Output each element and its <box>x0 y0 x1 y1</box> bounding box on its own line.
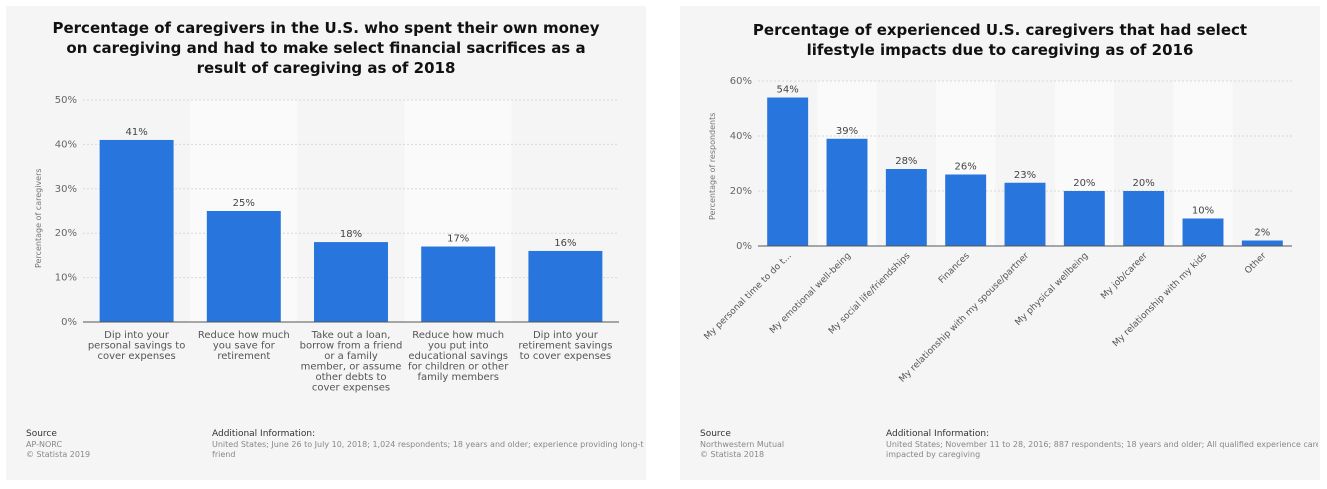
copyright-line: © Statista 2019 <box>26 450 91 459</box>
bar <box>421 246 496 322</box>
chart-panel-right: Percentage of experienced U.S. caregiver… <box>680 6 1320 480</box>
y-tick-label: 40% <box>730 131 752 142</box>
chart-title: Percentage of caregivers in the U.S. who… <box>52 19 600 77</box>
data-label: 18% <box>340 229 362 240</box>
bar <box>1182 218 1224 246</box>
data-label: 20% <box>1073 178 1095 189</box>
bar <box>1123 191 1165 246</box>
y-tick-label: 0% <box>736 241 752 252</box>
bar <box>1063 191 1105 246</box>
bar <box>99 139 174 322</box>
x-tick-label-line: you put into <box>428 341 489 352</box>
bar-chart-right: 0% 20% 40% 60% 54% 39% 28% 26% 23% 20% 20% 10% 2% My … <box>703 76 1292 385</box>
y-tick-label: 10% <box>55 273 77 284</box>
bar <box>206 211 281 322</box>
additional-info-line: friend <box>212 450 236 459</box>
additional-info-heading: Additional Information: <box>212 429 316 439</box>
additional-info-line: impacted by caregiving <box>886 450 981 459</box>
x-tick-label-line: personal savings to <box>88 341 186 352</box>
bar <box>945 174 987 246</box>
x-tick-label: My relationship with my kids <box>1111 251 1209 349</box>
x-tick-label-line: member, or assume <box>301 362 402 373</box>
x-tick-label-line: you save for <box>213 341 276 352</box>
chart-title: Percentage of experienced U.S. caregiver… <box>752 21 1248 59</box>
additional-info-block: Additional Information: United States; N… <box>886 428 1318 460</box>
x-tick-label-line: to cover expenses <box>520 351 612 362</box>
x-tick-label: Reduce how much you put into educational s… <box>408 330 509 383</box>
data-label: 25% <box>233 198 255 209</box>
bar <box>826 138 868 246</box>
source-block: Source Northwestern Mutual © Statista 20… <box>700 428 784 460</box>
chart-panel-left: Percentage of caregivers in the U.S. who… <box>6 6 646 480</box>
bar <box>885 169 927 246</box>
data-label: 28% <box>895 156 917 167</box>
data-label: 26% <box>955 162 977 173</box>
x-tick-label-line: family members <box>417 372 499 383</box>
y-tick-label: 20% <box>730 186 752 197</box>
bar <box>528 250 603 322</box>
x-tick-label-line: Dip into your <box>533 330 599 341</box>
x-tick-label: My relationship with my spouse/partner <box>898 251 1032 385</box>
x-tick-label-line: for children or other <box>408 362 509 373</box>
x-tick-label: My job/career <box>1099 251 1150 302</box>
bar <box>1241 240 1283 246</box>
y-tick-label: 0% <box>61 317 77 328</box>
x-tick-label-line: cover expenses <box>312 383 390 394</box>
x-tick-label-line: Reduce how much <box>198 330 290 341</box>
data-label: 20% <box>1133 178 1155 189</box>
source-heading: Source <box>26 429 57 439</box>
data-label: 17% <box>447 234 469 245</box>
x-tick-label: Dip into your retirement savings to cover … <box>518 330 612 362</box>
category-band <box>1232 81 1292 246</box>
source-heading: Source <box>700 429 731 439</box>
source-block: Source AP-NORC © Statista 2019 <box>26 428 90 460</box>
x-tick-label-line: retirement <box>217 351 270 362</box>
x-tick-label-line: or a family <box>324 351 378 362</box>
x-tick-label-line: Dip into your <box>104 330 170 341</box>
y-tick-label: 30% <box>55 184 77 195</box>
data-label: 10% <box>1192 206 1214 217</box>
data-label: 41% <box>125 127 147 138</box>
source-line: Northwestern Mutual <box>700 440 785 449</box>
bar <box>767 97 809 246</box>
x-tick-label-line: Take out a loan, <box>311 330 391 341</box>
data-label: 2% <box>1254 228 1270 239</box>
x-tick-label: Reduce how much you save for retirement <box>198 330 290 362</box>
data-label: 54% <box>777 85 799 96</box>
y-tick-label: 20% <box>55 228 77 239</box>
x-tick-label-line: borrow from a friend <box>300 341 403 352</box>
x-tick-label-line: Reduce how much <box>412 330 504 341</box>
bar-chart-left: 0% 10% 20% 30% 40% 50% 41% 25% 18% 17% 16% Dip into… <box>55 95 619 394</box>
x-tick-label: Other <box>1243 251 1268 276</box>
data-label: 39% <box>836 126 858 137</box>
x-tick-label: Dip into your personal savings to cover ex… <box>88 330 186 362</box>
x-tick-label-line: other debts to <box>315 372 386 383</box>
bar <box>1004 182 1046 246</box>
data-label: 23% <box>1014 170 1036 181</box>
source-line: AP-NORC <box>26 440 63 449</box>
additional-info-heading: Additional Information: <box>886 429 990 439</box>
x-tick-label-line: retirement savings <box>518 341 612 352</box>
data-label: 16% <box>554 238 576 249</box>
x-tick-label-line: cover expenses <box>97 351 175 362</box>
additional-info-line: United States; June 26 to July 10, 2018;… <box>212 440 644 449</box>
additional-info-block: Additional Information: United States; J… <box>212 428 644 460</box>
y-tick-label: 40% <box>55 139 77 150</box>
x-tick-label-line: educational savings <box>408 351 508 362</box>
x-tick-label: Finances <box>937 251 972 286</box>
y-tick-label: 60% <box>730 76 752 87</box>
y-tick-label: 50% <box>55 95 77 106</box>
x-tick-label: Take out a loan, borrow from a friend or a… <box>300 330 403 394</box>
copyright-line: © Statista 2018 <box>700 450 765 459</box>
additional-info-line: United States; November 11 to 28, 2016; … <box>886 440 1318 449</box>
bar <box>314 242 388 322</box>
